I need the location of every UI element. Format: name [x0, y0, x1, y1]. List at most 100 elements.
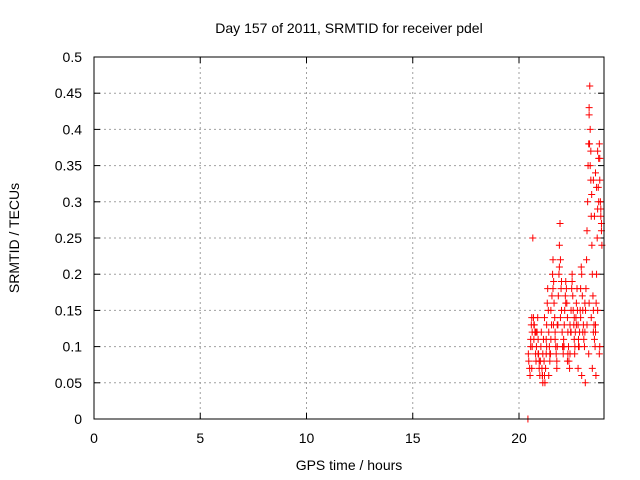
data-point: [547, 306, 555, 314]
data-point: [566, 321, 574, 329]
data-point: [568, 270, 576, 278]
data-points: [524, 82, 606, 423]
y-tick-label: 0.15: [55, 302, 82, 318]
data-point: [575, 343, 582, 351]
tick-labels: 0 5 10 15 20 0 0.05 0.1 0.15 0.2 0.25 0.3 0.35 0.4 0.4…: [55, 49, 527, 446]
data-point: [528, 343, 536, 351]
data-point: [555, 270, 563, 278]
data-point: [525, 357, 533, 365]
data-point: [595, 198, 603, 206]
data-point: [530, 321, 538, 329]
data-point: [595, 140, 603, 148]
data-point: [534, 314, 542, 322]
data-point: [534, 350, 542, 358]
data-point: [546, 357, 554, 365]
x-tick-label: 15: [405, 430, 421, 446]
data-point: [596, 154, 604, 162]
data-point: [570, 314, 578, 322]
y-tick-label: 0.2: [63, 266, 83, 282]
data-point: [554, 292, 562, 300]
data-point: [571, 350, 579, 358]
data-point: [586, 125, 594, 133]
data-point: [588, 191, 596, 199]
data-point: [556, 256, 564, 264]
data-point: [582, 285, 590, 293]
data-point: [585, 111, 593, 119]
data-point: [596, 343, 604, 351]
data-point: [555, 241, 563, 249]
x-tick-label: 0: [90, 430, 98, 446]
data-point: [592, 321, 599, 329]
data-point: [587, 147, 595, 155]
data-point: [527, 335, 535, 343]
data-point: [563, 314, 571, 322]
grid-lines: [94, 57, 604, 419]
data-point: [541, 314, 548, 322]
data-point: [555, 263, 563, 271]
data-point: [578, 372, 586, 380]
data-point: [556, 220, 564, 228]
data-point: [549, 285, 557, 293]
data-point: [579, 328, 587, 336]
data-point: [548, 292, 556, 300]
y-tick-label: 0.3: [63, 194, 83, 210]
y-tick-label: 0.25: [55, 230, 82, 246]
data-point: [545, 328, 553, 336]
data-point: [583, 321, 591, 329]
y-tick-label: 0.45: [55, 85, 82, 101]
data-point: [543, 299, 551, 307]
data-point: [558, 277, 565, 285]
data-point: [587, 314, 595, 322]
data-point: [560, 335, 568, 343]
data-point: [586, 82, 594, 90]
data-point: [551, 335, 559, 343]
data-point: [586, 162, 594, 170]
data-point: [553, 357, 561, 365]
data-point: [588, 241, 596, 249]
data-point: [572, 321, 580, 329]
data-point: [562, 299, 570, 307]
data-point: [580, 335, 588, 343]
data-point: [590, 335, 598, 343]
data-point: [597, 212, 605, 220]
data-point: [561, 292, 569, 300]
x-tick-label: 5: [196, 430, 204, 446]
data-point: [592, 372, 600, 380]
x-axis-label: GPS time / hours: [296, 457, 403, 473]
data-point: [572, 299, 580, 307]
data-point: [593, 183, 601, 191]
data-point: [529, 234, 537, 242]
data-point: [524, 350, 532, 358]
data-point: [584, 198, 592, 206]
data-point: [585, 350, 593, 358]
data-point: [593, 270, 601, 278]
data-point: [543, 343, 551, 351]
data-point: [553, 364, 561, 372]
data-point: [556, 314, 564, 322]
y-tick-label: 0.4: [63, 121, 83, 137]
data-point: [535, 357, 543, 365]
data-point: [567, 328, 575, 336]
data-point: [589, 292, 597, 300]
y-tick-label: 0.35: [55, 158, 82, 174]
data-point: [588, 364, 596, 372]
data-point: [597, 205, 605, 213]
data-point: [546, 350, 554, 358]
data-point: [566, 364, 574, 372]
data-point: [578, 270, 586, 278]
data-point: [583, 256, 591, 264]
y-axis-label: SRMTID / TECUs: [6, 183, 22, 293]
data-point: [590, 212, 598, 220]
data-point: [586, 140, 594, 148]
data-point: [526, 372, 534, 380]
data-point: [585, 104, 593, 112]
data-point: [585, 299, 593, 307]
x-tick-label: 20: [511, 430, 527, 446]
data-point: [561, 306, 569, 314]
data-point: [542, 364, 550, 372]
data-point: [574, 364, 582, 372]
data-point: [589, 176, 597, 184]
data-point: [582, 306, 590, 314]
data-point: [564, 350, 572, 358]
